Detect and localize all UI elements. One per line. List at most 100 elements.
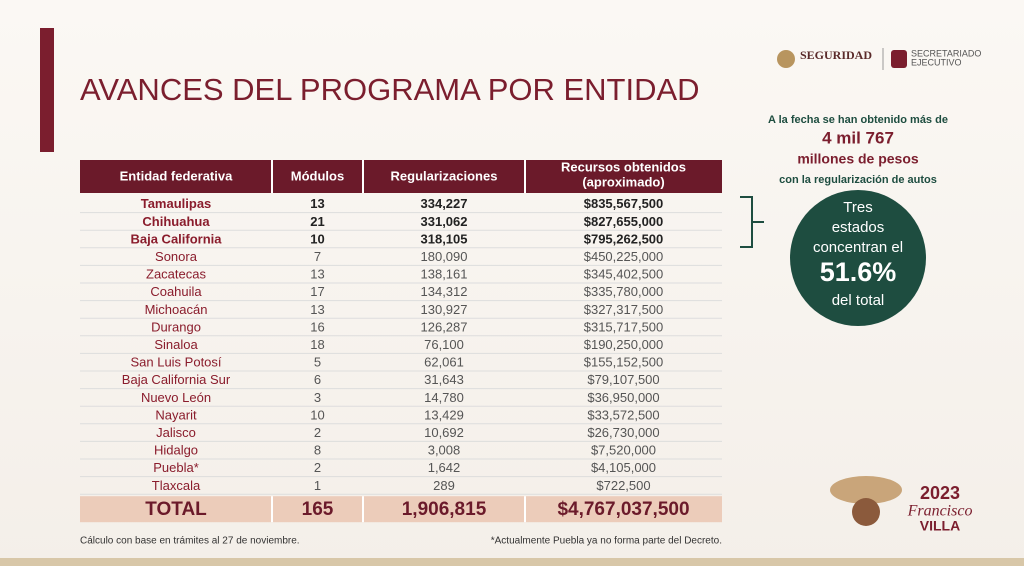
cell: 1,642 bbox=[428, 460, 461, 475]
cell: $335,780,000 bbox=[584, 284, 664, 299]
total-cell: $4,767,037,500 bbox=[557, 499, 689, 520]
cell: 318,105 bbox=[421, 231, 468, 246]
highlight-circle bbox=[790, 190, 926, 326]
circle-line: concentran el bbox=[813, 239, 903, 256]
cell: Baja California Sur bbox=[122, 372, 231, 387]
cell: Sinaloa bbox=[154, 337, 198, 352]
cell: 180,090 bbox=[421, 249, 468, 264]
cell: 5 bbox=[314, 355, 321, 370]
cell: Michoacán bbox=[145, 302, 208, 317]
bracket bbox=[740, 196, 764, 248]
cell: $4,105,000 bbox=[591, 460, 656, 475]
total-cell: 165 bbox=[302, 499, 334, 520]
title: AVANCES DEL PROGRAMA POR ENTIDAD bbox=[80, 72, 700, 107]
badge-name: VILLA bbox=[920, 518, 960, 534]
circle-line: 51.6% bbox=[820, 257, 897, 287]
cell: 130,927 bbox=[421, 302, 468, 317]
cell: $827,655,000 bbox=[584, 214, 664, 229]
cell: 8 bbox=[314, 443, 321, 458]
cell: 3 bbox=[314, 390, 321, 405]
column-header: Entidad federativa bbox=[120, 168, 233, 183]
cell: 31,643 bbox=[424, 372, 464, 387]
cell: 13,429 bbox=[424, 407, 464, 422]
cell: 18 bbox=[310, 337, 324, 352]
cell: $33,572,500 bbox=[587, 407, 659, 422]
cell: 6 bbox=[314, 372, 321, 387]
cell: $155,152,500 bbox=[584, 355, 664, 370]
cell: 2 bbox=[314, 425, 321, 440]
cell: Sonora bbox=[155, 249, 198, 264]
cell: Hidalgo bbox=[154, 443, 198, 458]
cell: 10 bbox=[310, 407, 324, 422]
logo-text: SECRETARIADO bbox=[911, 48, 981, 58]
cell: 334,227 bbox=[421, 196, 468, 211]
header-row bbox=[80, 160, 722, 193]
logo-text: SEGURIDAD bbox=[800, 48, 872, 62]
total-cell: 1,906,815 bbox=[402, 499, 487, 520]
total-cell: TOTAL bbox=[145, 499, 207, 520]
note-line: millones de pesos bbox=[797, 151, 919, 167]
cell: $795,262,500 bbox=[584, 231, 664, 246]
cell: 76,100 bbox=[424, 337, 464, 352]
cell: 138,161 bbox=[421, 267, 468, 282]
badge-illustration bbox=[830, 476, 902, 504]
note-line: con la regularización de autos bbox=[779, 174, 937, 186]
cell: Puebla* bbox=[153, 460, 199, 475]
cell: 289 bbox=[433, 478, 455, 493]
column-header: (aproximado) bbox=[582, 174, 664, 189]
logo-icon bbox=[891, 50, 907, 68]
cell: $79,107,500 bbox=[587, 372, 659, 387]
note-line: 4 mil 767 bbox=[822, 128, 894, 147]
cell: Tamaulipas bbox=[141, 196, 212, 211]
note-line: A la fecha se han obtenido más de bbox=[768, 114, 948, 126]
column-header: Recursos obtenidos bbox=[561, 159, 686, 174]
cell: Zacatecas bbox=[146, 267, 206, 282]
cell: 17 bbox=[310, 284, 324, 299]
circle-line: estados bbox=[832, 219, 885, 236]
cell: $450,225,000 bbox=[584, 249, 664, 264]
cell: Nuevo León bbox=[141, 390, 211, 405]
cell: $36,950,000 bbox=[587, 390, 659, 405]
cell: 3,008 bbox=[428, 443, 461, 458]
cell: San Luis Potosí bbox=[130, 355, 221, 370]
accent-bar bbox=[40, 28, 54, 152]
cell: $315,717,500 bbox=[584, 319, 664, 334]
cell: 13 bbox=[310, 196, 324, 211]
column-header: Regularizaciones bbox=[391, 168, 498, 183]
badge-year: 2023 bbox=[920, 483, 960, 503]
cell: Nayarit bbox=[155, 407, 197, 422]
cell: $327,317,500 bbox=[584, 302, 664, 317]
bottom-band bbox=[0, 558, 1024, 566]
cell: 10,692 bbox=[424, 425, 464, 440]
column-header: Módulos bbox=[291, 168, 344, 183]
cell: Chihuahua bbox=[142, 214, 210, 229]
footnote: *Actualmente Puebla ya no forma parte de… bbox=[491, 536, 722, 547]
cell: $722,500 bbox=[596, 478, 650, 493]
table: Entidad federativa Módulos Regularizacione… bbox=[80, 159, 722, 523]
logo-text: EJECUTIVO bbox=[911, 57, 962, 67]
cell: 2 bbox=[314, 460, 321, 475]
cell: 16 bbox=[310, 319, 324, 334]
total-row bbox=[80, 496, 722, 523]
cell: $26,730,000 bbox=[587, 425, 659, 440]
cell: 14,780 bbox=[424, 390, 464, 405]
badge-illustration bbox=[852, 498, 880, 526]
cell: 10 bbox=[310, 231, 324, 246]
cell: $345,402,500 bbox=[584, 267, 664, 282]
cell: Tlaxcala bbox=[152, 478, 201, 493]
cell: 7 bbox=[314, 249, 321, 264]
badge-name: Francisco bbox=[907, 503, 973, 520]
footnote: Cálculo con base en trámites al 27 de no… bbox=[80, 536, 300, 547]
circle-line: del total bbox=[832, 292, 885, 309]
logo-icon bbox=[777, 50, 795, 68]
cell: 13 bbox=[310, 267, 324, 282]
cell: Baja California bbox=[130, 231, 222, 246]
cell: $835,567,500 bbox=[584, 196, 664, 211]
cell: Coahuila bbox=[150, 284, 202, 299]
cell: 134,312 bbox=[421, 284, 468, 299]
cell: Durango bbox=[151, 319, 201, 334]
cell: 62,061 bbox=[424, 355, 464, 370]
